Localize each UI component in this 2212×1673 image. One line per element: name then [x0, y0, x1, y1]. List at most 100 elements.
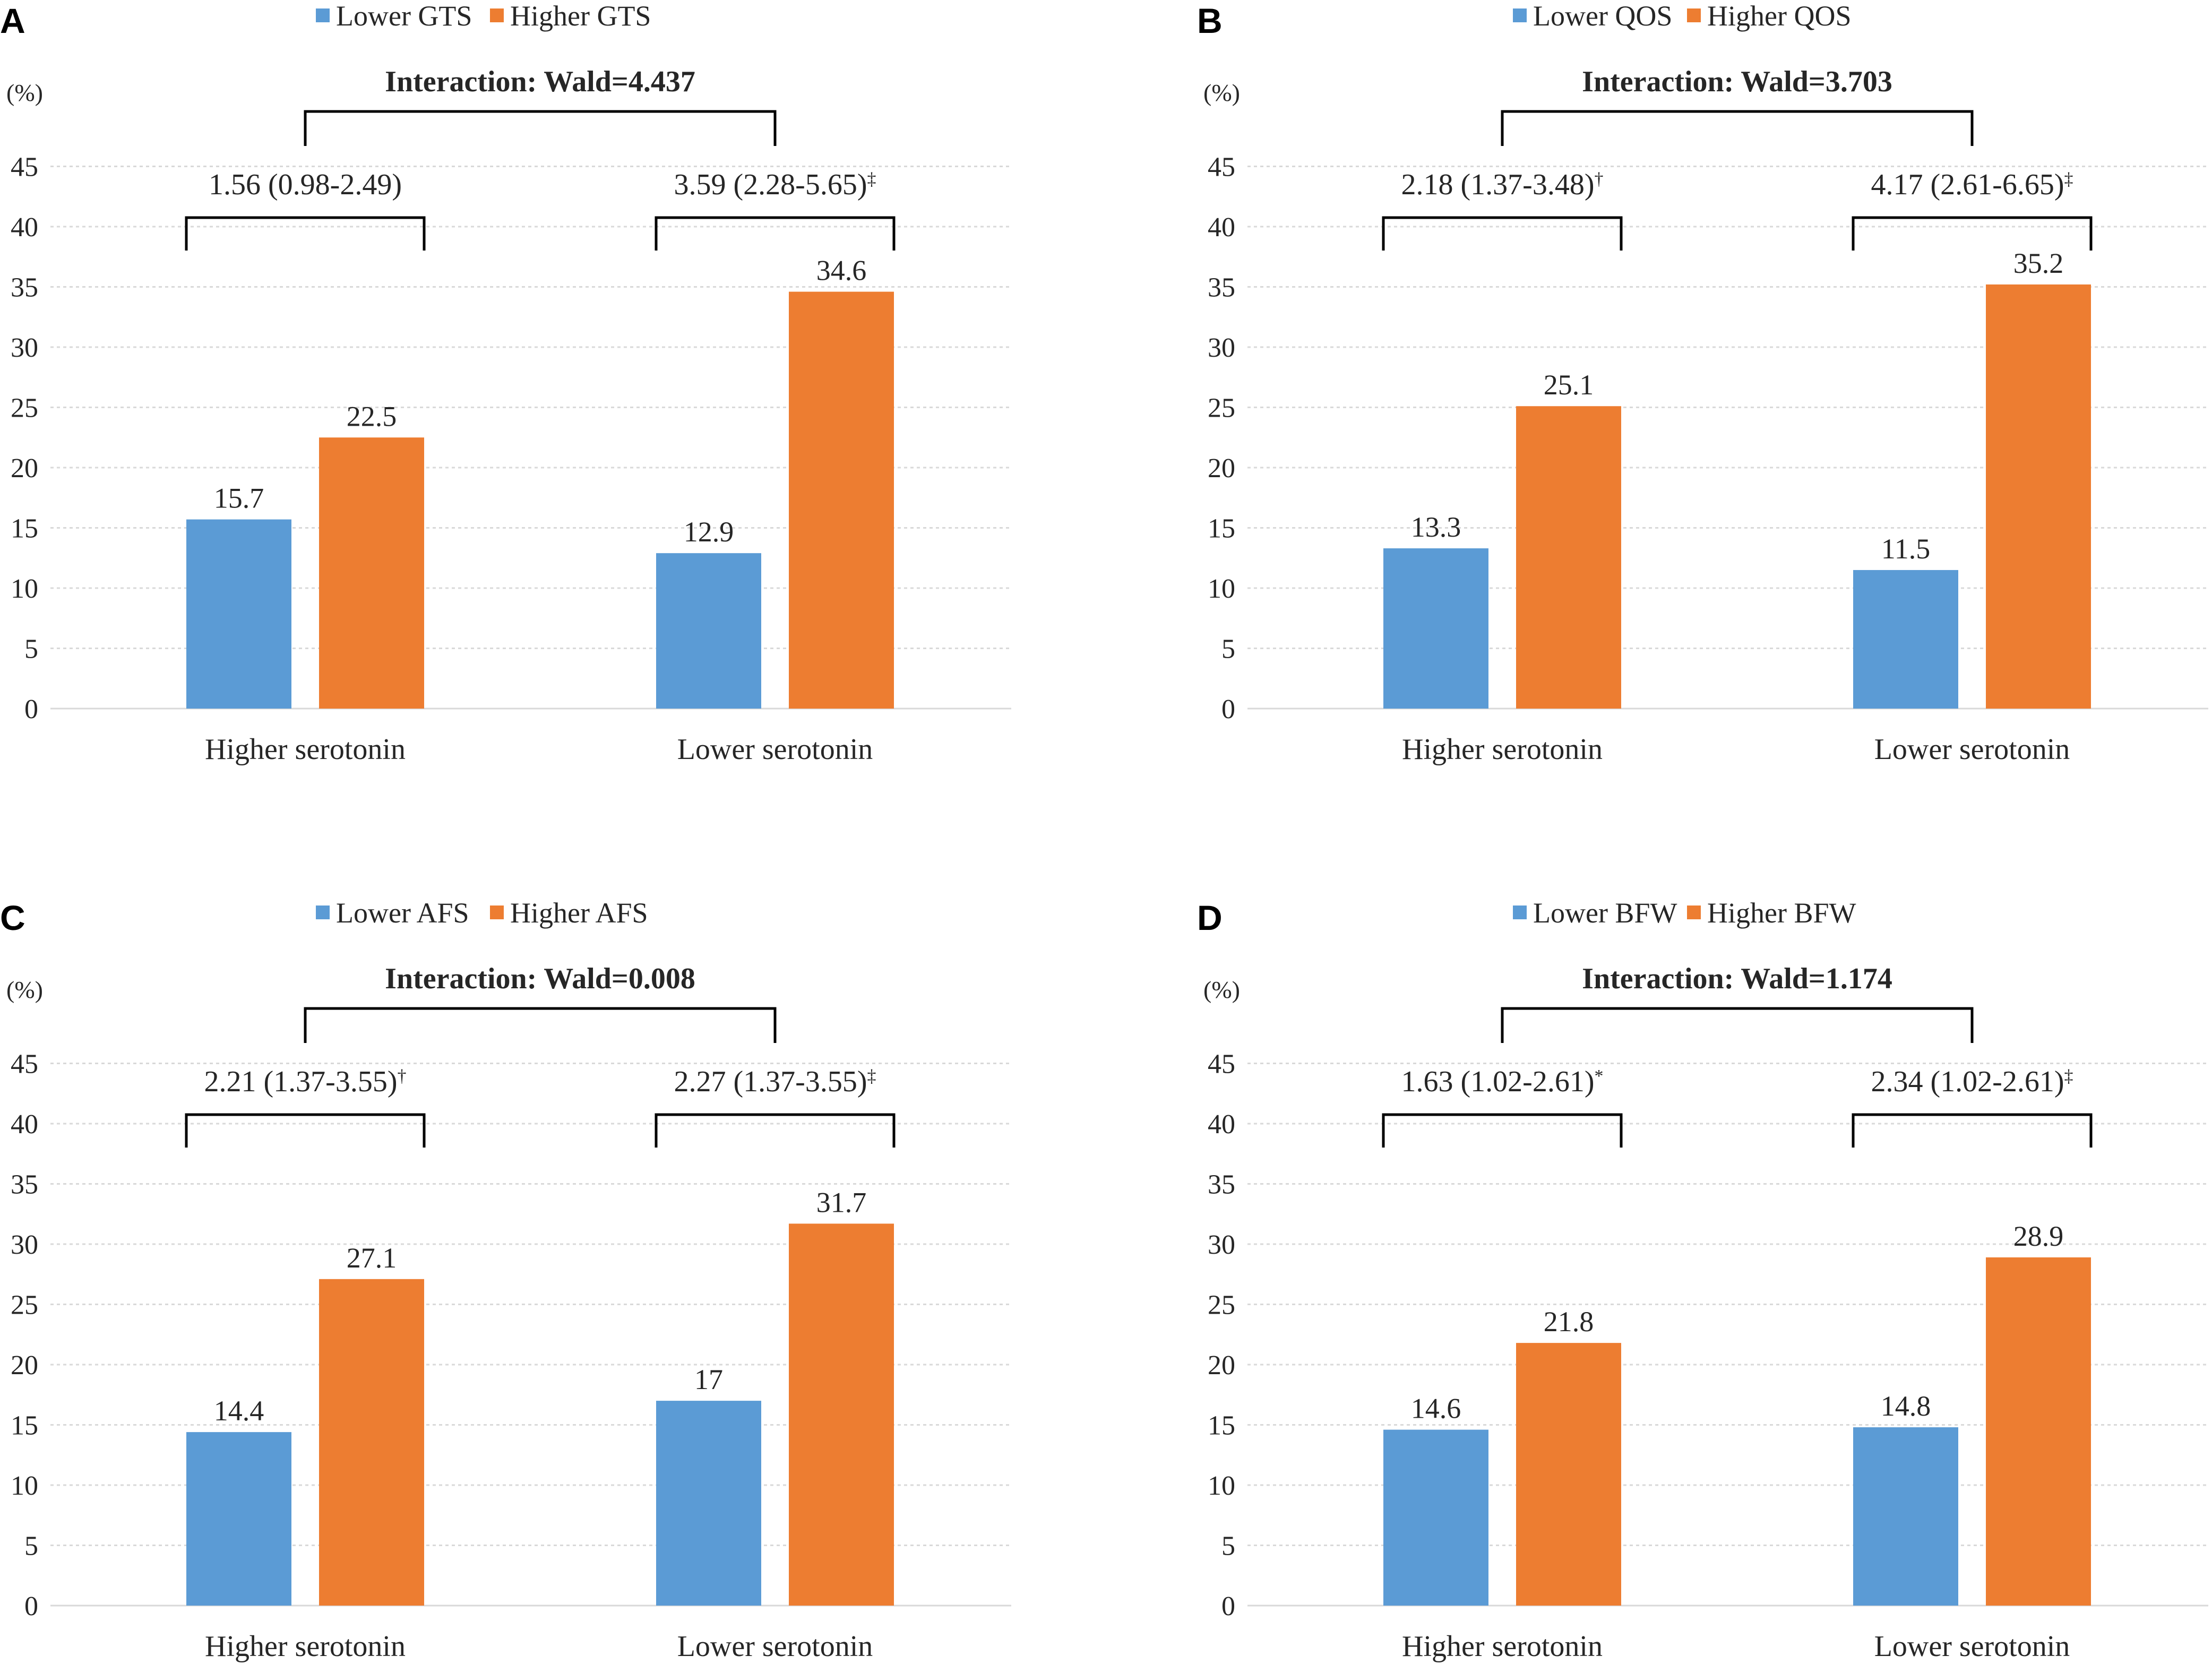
legend-swatch-lower [316, 906, 330, 919]
y-axis-unit: (%) [1203, 79, 1240, 106]
odds-ratio-bracket [185, 216, 426, 251]
legend-swatch-higher [490, 906, 504, 919]
odds-ratio-label: 2.18 (1.37-3.48)† [1401, 168, 1604, 201]
interaction-label: Interaction: Wald=0.008 [385, 962, 695, 995]
odds-ratio-bracket [1852, 216, 2093, 251]
odds-ratio-label: 3.59 (2.28-5.65)‡ [674, 168, 876, 201]
category-label: Higher serotonin [205, 733, 406, 766]
y-tick-label: 30 [1208, 1230, 1235, 1260]
significance-mark: † [1594, 169, 1603, 189]
significance-mark: ‡ [2064, 1066, 2073, 1086]
y-tick-label: 35 [11, 273, 38, 303]
y-tick-label: 15 [11, 514, 38, 544]
y-tick-label: 15 [11, 1411, 38, 1441]
category-label: Lower serotonin [677, 1630, 873, 1663]
significance-mark: ‡ [867, 1066, 876, 1086]
y-tick-label: 30 [1208, 333, 1235, 363]
y-tick-label: 30 [11, 1230, 38, 1260]
legend-label-lower: Lower AFS [336, 897, 469, 929]
bar-value-label: 15.7 [214, 482, 264, 514]
significance-mark: † [397, 1066, 406, 1086]
legend-swatch-lower [1513, 906, 1527, 919]
interaction-label: Interaction: Wald=3.703 [1582, 65, 1892, 98]
legend-label-lower: Lower GTS [336, 0, 472, 32]
y-tick-label: 10 [11, 1471, 38, 1501]
legend-swatch-higher [1687, 8, 1701, 22]
bar-value-label: 22.5 [347, 400, 397, 432]
legend-swatch-higher [490, 8, 504, 22]
y-tick-label: 25 [1208, 393, 1235, 424]
y-tick-label: 35 [1208, 273, 1235, 303]
odds-ratio-bracket [655, 216, 896, 251]
panel-b: B Lower QOS Higher QOS (%) 0 5 10 15 20 25 30 35 40 4… [1197, 0, 2208, 766]
bar-value-label: 34.6 [816, 255, 867, 287]
panel-d: D Lower BFW Higher BFW (%) 0 5 10 15 20 25 30 35 40 4… [1197, 897, 2208, 1663]
category-label: Lower serotonin [677, 733, 873, 766]
y-tick-label: 10 [1208, 574, 1235, 604]
bar-lower [186, 1432, 291, 1606]
bar-higher [1986, 284, 2091, 709]
odds-ratio-label: 2.21 (1.37-3.55)† [204, 1065, 407, 1098]
y-tick-label: 20 [1208, 1350, 1235, 1381]
odds-ratio-label: 1.63 (1.02-2.61)* [1401, 1065, 1604, 1098]
bar-lower [656, 1401, 761, 1606]
bar-value-label: 17 [694, 1364, 723, 1395]
bar-value-label: 31.7 [816, 1186, 867, 1218]
y-tick-label: 15 [1208, 1411, 1235, 1441]
category-label: Lower serotonin [1874, 733, 2070, 766]
bar-value-label: 12.9 [684, 516, 734, 548]
y-tick-label: 30 [11, 333, 38, 363]
y-tick-label: 35 [1208, 1170, 1235, 1200]
bar-value-label: 11.5 [1881, 533, 1931, 565]
y-tick-label: 25 [11, 1290, 38, 1321]
y-axis-unit: (%) [1203, 976, 1240, 1003]
bar-higher [1986, 1257, 2091, 1606]
bar-value-label: 14.8 [1881, 1390, 1931, 1422]
bar-higher [1516, 1343, 1621, 1606]
bar-value-label: 27.1 [347, 1242, 397, 1274]
legend-label-lower: Lower BFW [1533, 897, 1677, 929]
y-tick-label: 45 [11, 1049, 38, 1080]
category-label: Higher serotonin [1402, 733, 1603, 766]
category-label: Higher serotonin [1402, 1630, 1603, 1663]
y-tick-label: 40 [1208, 212, 1235, 243]
y-tick-label: 15 [1208, 514, 1235, 544]
panel-letter: C [0, 898, 25, 937]
bar-lower [186, 519, 291, 709]
y-tick-label: 5 [24, 1531, 38, 1562]
bar-lower [1383, 1429, 1488, 1606]
bar-value-label: 13.3 [1411, 511, 1461, 543]
y-tick-label: 10 [11, 574, 38, 604]
legend-swatch-lower [316, 8, 330, 22]
interaction-bracket [304, 110, 777, 146]
y-axis-unit: (%) [6, 79, 43, 106]
interaction-label: Interaction: Wald=4.437 [385, 65, 695, 98]
y-tick-label: 0 [24, 1591, 38, 1622]
odds-ratio-label: 2.34 (1.02-2.61)‡ [1871, 1065, 2073, 1098]
bar-value-label: 25.1 [1544, 369, 1594, 401]
odds-ratio-label: 1.56 (0.98-2.49) [209, 168, 402, 201]
interaction-bracket [1501, 110, 1974, 146]
y-tick-label: 10 [1208, 1471, 1235, 1501]
bar-higher [1516, 406, 1621, 709]
legend-swatch-lower [1513, 8, 1527, 22]
odds-ratio-label: 2.27 (1.37-3.55)‡ [674, 1065, 876, 1098]
bar-value-label: 14.6 [1411, 1393, 1461, 1425]
odds-ratio-label: 4.17 (2.61-6.65)‡ [1871, 168, 2073, 201]
legend-label-lower: Lower QOS [1533, 0, 1672, 32]
bar-lower [656, 553, 761, 709]
y-tick-label: 25 [11, 393, 38, 424]
bar-value-label: 14.4 [214, 1395, 264, 1427]
panel-letter: B [1197, 1, 1223, 40]
y-tick-label: 5 [1221, 1531, 1235, 1562]
y-tick-label: 20 [11, 1350, 38, 1381]
bar-value-label: 28.9 [2013, 1220, 2064, 1252]
bar-value-label: 35.2 [2013, 247, 2064, 279]
interaction-label: Interaction: Wald=1.174 [1582, 962, 1892, 995]
legend-label-higher: Higher GTS [510, 0, 651, 32]
y-tick-label: 40 [11, 1109, 38, 1140]
odds-ratio-bracket [1852, 1113, 2093, 1148]
odds-ratio-bracket [185, 1113, 426, 1148]
